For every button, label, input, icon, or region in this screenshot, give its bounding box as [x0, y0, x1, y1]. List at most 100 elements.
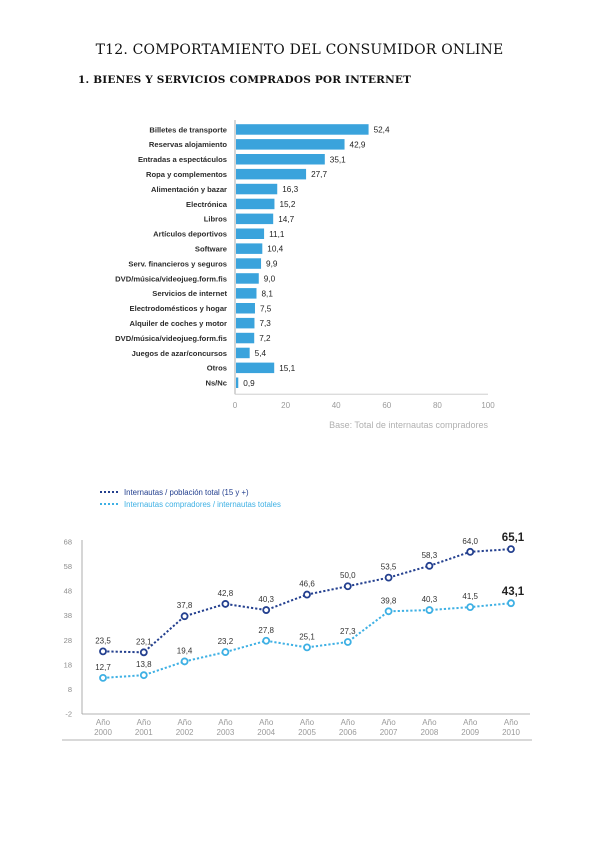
- bar-category-label: Otros: [207, 364, 227, 373]
- x-tick-label-line: Año: [259, 718, 274, 727]
- bar-category-label: Entradas a espectáculos: [138, 155, 227, 164]
- bar: [236, 213, 274, 225]
- data-label: 42,8: [218, 589, 234, 598]
- data-label: 40,3: [422, 595, 438, 604]
- y-tick-label: 28: [64, 636, 72, 645]
- x-tick-label: Año 2001: [135, 718, 153, 737]
- bar-value-label: 10,4: [267, 245, 283, 254]
- bar: [236, 198, 275, 210]
- x-tick-label: Año 2005: [298, 718, 316, 737]
- x-tick-label-line: Año: [422, 718, 437, 727]
- bar-value-label: 27,7: [311, 170, 327, 179]
- y-tick-label: 8: [68, 685, 72, 694]
- series-point: [343, 582, 352, 591]
- series-point: [303, 643, 311, 652]
- bar-value-label: 7,2: [259, 334, 271, 343]
- data-label: 27,3: [340, 627, 356, 636]
- bar: [236, 168, 307, 180]
- series-point: [303, 590, 311, 599]
- series-point: [466, 547, 475, 556]
- x-tick-label-line: 2002: [176, 728, 194, 737]
- data-label: 23,1: [136, 637, 152, 646]
- data-label: 13,8: [136, 660, 152, 669]
- bar: [236, 288, 257, 299]
- series-point: [507, 599, 515, 608]
- x-tick-label: 100: [481, 401, 495, 410]
- bar-value-label: 7,5: [260, 304, 272, 313]
- bar: [236, 243, 263, 254]
- bar-value-label: 35,1: [330, 155, 346, 164]
- x-tick-label: Año 2008: [421, 718, 439, 737]
- x-tick-label-line: Año: [137, 718, 152, 727]
- x-tick-label-line: 2009: [461, 728, 479, 737]
- x-tick-label-line: Año: [463, 718, 478, 727]
- bar-category-label: Serv. financieros y seguros: [128, 259, 227, 268]
- bar-category-label: Juegos de azar/concursos: [132, 349, 227, 358]
- y-tick-label: 48: [64, 587, 72, 596]
- bar: [236, 154, 325, 165]
- bar-value-label: 14,7: [278, 215, 294, 224]
- x-tick-label: Año 2002: [176, 718, 194, 737]
- x-tick-label: Año 2007: [380, 718, 398, 737]
- bar: [236, 317, 255, 329]
- bar-value-label: 42,9: [350, 140, 366, 149]
- bar: [236, 377, 239, 388]
- x-tick-label-line: 2010: [502, 728, 520, 737]
- series-point: [384, 573, 393, 582]
- data-label: 39,8: [381, 596, 397, 605]
- series-point: [139, 671, 148, 680]
- data-label: 46,6: [299, 580, 315, 589]
- x-tick-label-line: Año: [96, 718, 111, 727]
- bar-value-label: 9,9: [266, 260, 278, 269]
- x-tick-label-line: Año: [341, 718, 356, 727]
- bar: [236, 228, 265, 239]
- data-label: 27,8: [258, 626, 274, 635]
- bar-category-label: Alimentación y bazar: [151, 185, 227, 194]
- series-point: [180, 657, 189, 666]
- x-tick-label: 80: [433, 401, 442, 410]
- series-point: [425, 561, 434, 570]
- series-point: [262, 606, 271, 614]
- x-tick-label: 60: [382, 401, 391, 410]
- y-tick-label: 38: [64, 611, 72, 620]
- y-tick-label: 58: [64, 562, 72, 571]
- bar-value-label: 5,4: [255, 349, 267, 358]
- series-point: [180, 612, 189, 621]
- bar: [236, 124, 369, 135]
- data-label: 12,7: [95, 663, 111, 672]
- data-label: 23,2: [218, 637, 234, 646]
- bar-category-label: Alquiler de coches y motor: [130, 319, 228, 328]
- bar-category-label: Servicios de internet: [152, 289, 227, 298]
- chart-note: Base: Total de internautas compradores: [329, 420, 488, 430]
- bar-value-label: 0,9: [243, 379, 255, 388]
- bar: [236, 362, 275, 374]
- series-point: [425, 606, 434, 614]
- x-tick-label-line: 2004: [257, 728, 275, 737]
- bar: [236, 303, 255, 314]
- data-label: 50,0: [340, 571, 356, 580]
- x-tick-label-line: Año: [177, 718, 192, 727]
- data-label: 65,1: [502, 532, 525, 544]
- series-point: [384, 607, 393, 616]
- bar-category-label: DVD/música/videojueg.form.fis: [115, 274, 227, 283]
- series-point: [99, 673, 107, 682]
- bar-value-label: 9,0: [264, 274, 276, 283]
- bar-category-label: Electrónica: [186, 200, 228, 209]
- x-tick-label-line: Año: [300, 718, 315, 727]
- x-tick-label: Año 2000: [94, 718, 112, 737]
- legend-label: Internautas / población total (15 y +): [124, 488, 249, 497]
- x-tick-label-line: 2001: [135, 728, 153, 737]
- series-point: [507, 545, 515, 554]
- x-tick-label: Año 2003: [217, 718, 235, 737]
- bar: [236, 139, 345, 150]
- y-tick-label: -2: [65, 710, 72, 719]
- x-tick-label-line: 2005: [298, 728, 316, 737]
- series-point: [343, 638, 352, 646]
- x-tick-label: Año 2010: [502, 718, 520, 737]
- data-label: 64,0: [462, 537, 478, 546]
- bar-category-label: Artículos deportivos: [153, 230, 227, 239]
- data-label: 23,5: [95, 636, 111, 645]
- bar-category-label: Ns/Nc: [205, 379, 227, 388]
- x-tick-label-line: 2008: [421, 728, 439, 737]
- x-tick-label: Año 2004: [257, 718, 275, 737]
